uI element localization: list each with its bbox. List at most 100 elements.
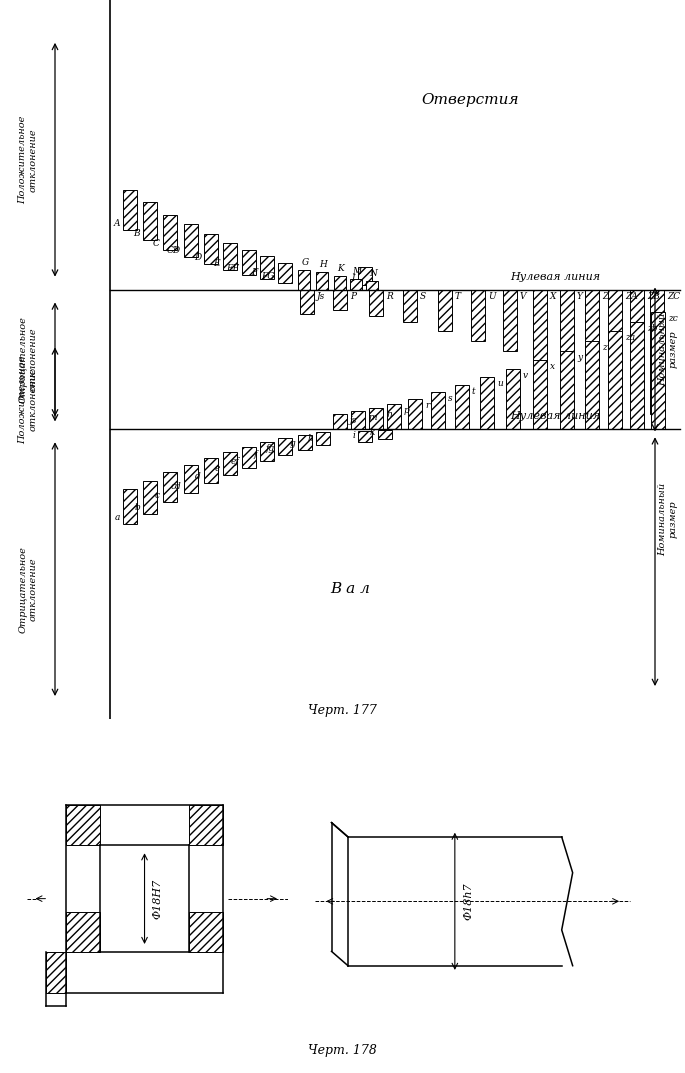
Bar bbox=[189, 912, 223, 953]
Text: В а л: В а л bbox=[330, 583, 370, 597]
Text: fg: fg bbox=[266, 444, 275, 453]
Bar bbox=[369, 290, 383, 315]
Bar bbox=[533, 361, 547, 429]
Text: R: R bbox=[386, 292, 393, 300]
Text: Номинальный
размер: Номинальный размер bbox=[658, 313, 677, 386]
Bar bbox=[143, 482, 157, 514]
Bar bbox=[242, 447, 256, 468]
Text: T: T bbox=[455, 292, 461, 300]
Text: B: B bbox=[134, 229, 140, 237]
Text: Положительное
отклонение: Положительное отклонение bbox=[18, 116, 38, 204]
Bar bbox=[358, 266, 372, 284]
Text: b: b bbox=[134, 503, 140, 512]
Text: ZC: ZC bbox=[667, 292, 680, 300]
Text: d: d bbox=[195, 472, 201, 482]
Text: t: t bbox=[472, 387, 475, 396]
Text: c: c bbox=[155, 491, 160, 500]
Text: C: C bbox=[153, 238, 160, 248]
Text: S: S bbox=[420, 292, 426, 300]
Bar bbox=[560, 290, 574, 371]
Text: f: f bbox=[253, 451, 257, 459]
Bar bbox=[480, 378, 494, 429]
Text: Отрицательное
отклонение: Отрицательное отклонение bbox=[18, 546, 38, 633]
Text: ef: ef bbox=[230, 457, 239, 467]
Text: Z: Z bbox=[602, 292, 608, 300]
Bar bbox=[278, 263, 292, 282]
Bar bbox=[387, 405, 401, 429]
Bar bbox=[650, 290, 664, 414]
Text: x: x bbox=[550, 363, 555, 371]
Text: Черт. 178: Черт. 178 bbox=[308, 1044, 377, 1057]
Text: Отверстия: Отверстия bbox=[421, 93, 519, 107]
Bar bbox=[351, 411, 365, 429]
Bar bbox=[242, 250, 256, 275]
Text: I: I bbox=[351, 274, 355, 282]
Text: js: js bbox=[350, 416, 358, 425]
Bar bbox=[300, 290, 314, 313]
Bar bbox=[123, 190, 137, 230]
Text: V: V bbox=[520, 292, 527, 300]
Bar bbox=[358, 431, 372, 442]
Bar bbox=[163, 215, 177, 250]
Text: FG: FG bbox=[262, 271, 275, 280]
Text: P: P bbox=[350, 292, 356, 300]
Bar bbox=[66, 912, 100, 953]
Text: U: U bbox=[488, 292, 496, 300]
Bar bbox=[630, 322, 644, 429]
Text: ZB: ZB bbox=[647, 292, 660, 300]
Text: Φ18H7: Φ18H7 bbox=[152, 879, 162, 918]
Bar bbox=[66, 805, 100, 846]
Text: z: z bbox=[602, 343, 607, 352]
Bar bbox=[431, 393, 445, 429]
Bar bbox=[533, 290, 547, 363]
Text: k: k bbox=[369, 428, 375, 438]
Bar bbox=[184, 223, 198, 256]
Bar bbox=[298, 436, 312, 451]
Text: v: v bbox=[523, 371, 528, 381]
Text: p: p bbox=[404, 407, 410, 415]
Bar bbox=[316, 271, 328, 290]
Bar bbox=[651, 311, 665, 429]
Bar bbox=[403, 290, 417, 322]
Text: y: y bbox=[577, 353, 582, 363]
Text: F: F bbox=[251, 267, 257, 277]
Text: zb: zb bbox=[647, 324, 658, 333]
Text: Φ18h7: Φ18h7 bbox=[463, 882, 473, 921]
Text: ZA: ZA bbox=[625, 292, 638, 300]
Bar bbox=[189, 805, 223, 846]
Text: H: H bbox=[319, 260, 327, 268]
Bar bbox=[378, 430, 392, 439]
Text: E: E bbox=[213, 259, 220, 267]
Text: n: n bbox=[386, 410, 392, 420]
Bar bbox=[298, 269, 310, 290]
Bar bbox=[278, 439, 292, 455]
Bar bbox=[163, 472, 177, 502]
Bar bbox=[506, 369, 520, 429]
Bar bbox=[260, 255, 274, 279]
Text: s: s bbox=[448, 395, 453, 403]
Text: K: K bbox=[338, 264, 345, 273]
Bar bbox=[184, 466, 198, 494]
Text: za: za bbox=[625, 334, 635, 342]
Text: cd: cd bbox=[171, 482, 181, 491]
Bar bbox=[204, 458, 218, 483]
Text: Нулевая линия: Нулевая линия bbox=[510, 271, 600, 281]
Text: D: D bbox=[194, 252, 201, 262]
Bar bbox=[366, 280, 378, 290]
Text: A: A bbox=[114, 219, 120, 227]
Bar bbox=[204, 234, 218, 264]
Bar bbox=[334, 276, 346, 290]
Bar bbox=[608, 332, 622, 429]
Bar bbox=[333, 414, 347, 429]
Bar bbox=[223, 242, 237, 269]
Bar bbox=[46, 953, 66, 993]
Bar bbox=[585, 290, 599, 381]
Bar bbox=[369, 409, 383, 429]
Text: Положительное
отклонение: Положительное отклонение bbox=[18, 355, 38, 443]
Bar bbox=[333, 290, 347, 309]
Text: g: g bbox=[289, 439, 295, 449]
Text: Нулевая линия: Нулевая линия bbox=[510, 411, 600, 422]
Bar bbox=[560, 352, 574, 429]
Bar bbox=[608, 290, 622, 393]
Bar bbox=[438, 290, 452, 332]
